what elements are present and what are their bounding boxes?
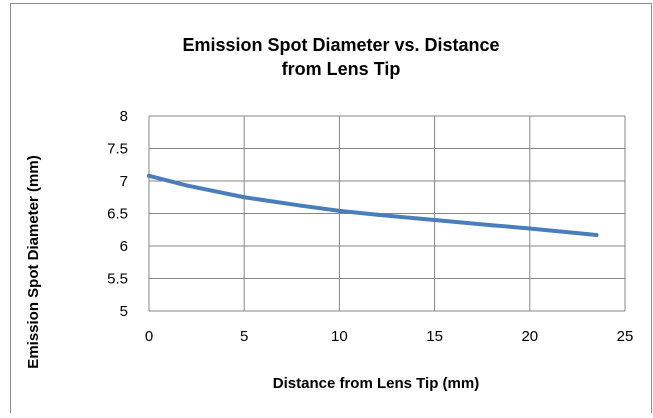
data-point bbox=[594, 233, 598, 237]
y-tick-label: 8 bbox=[120, 108, 128, 125]
chart-title-line-1: Emission Spot Diameter vs. Distance bbox=[182, 35, 499, 55]
data-point bbox=[299, 204, 303, 208]
x-tick-label: 5 bbox=[240, 328, 248, 345]
y-tick-label: 5.5 bbox=[107, 271, 128, 288]
y-tick-label: 5 bbox=[120, 303, 128, 320]
y-tick-label: 7.5 bbox=[107, 141, 128, 158]
x-tick-label: 0 bbox=[145, 328, 153, 345]
x-tick-label: 15 bbox=[426, 328, 443, 345]
y-tick-label: 6.5 bbox=[107, 206, 128, 223]
y-tick-label: 7 bbox=[120, 173, 128, 190]
x-tick-label: 10 bbox=[331, 328, 348, 345]
y-axis-label: Emission Spot Diameter (mm) bbox=[25, 155, 42, 368]
x-tick-label: 25 bbox=[617, 328, 634, 345]
data-point bbox=[490, 223, 494, 227]
data-point bbox=[242, 195, 246, 199]
data-point bbox=[375, 213, 379, 217]
data-point bbox=[337, 209, 341, 213]
data-point bbox=[528, 226, 532, 230]
data-point bbox=[147, 174, 151, 178]
data-point bbox=[433, 218, 437, 222]
y-tick-label: 6 bbox=[120, 238, 128, 255]
x-tick-label: 20 bbox=[521, 328, 538, 345]
chart-title-line-2: from Lens Tip bbox=[282, 59, 401, 79]
x-axis-label: Distance from Lens Tip (mm) bbox=[273, 375, 479, 392]
data-point bbox=[185, 184, 189, 188]
